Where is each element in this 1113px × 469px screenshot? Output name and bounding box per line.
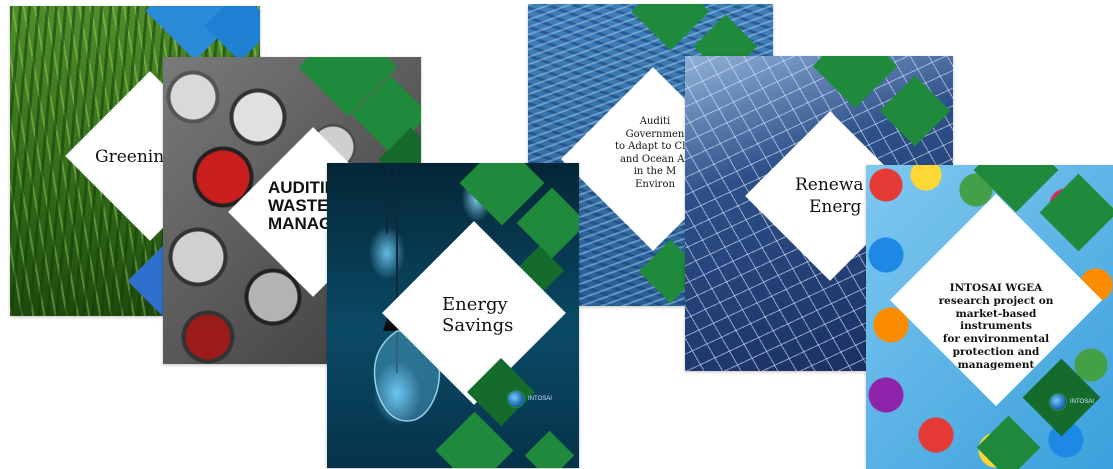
globe-icon <box>507 390 525 408</box>
title-line: and Ocean Ac <box>619 153 691 165</box>
title-line: Energy <box>442 294 508 315</box>
title-line: management <box>957 358 1035 371</box>
title-line: Governmen <box>625 128 685 140</box>
report-cover-auditing-waste[interactable]: AUDITIN WASTE MANAG <box>163 57 421 364</box>
title-line: Environ <box>635 178 675 190</box>
cover-title: Energy Savings <box>442 294 514 336</box>
intosai-logo: INTOSAI <box>1049 393 1094 411</box>
logo-text: INTOSAI <box>528 396 552 402</box>
title-line: research project on <box>938 294 1054 307</box>
title-line: Energ <box>809 197 862 218</box>
title-line: Renewa <box>795 175 864 195</box>
report-cover-energy-savings[interactable]: Energy Savings INTOSAI <box>327 163 579 468</box>
cover-title: Greenin <box>95 147 165 167</box>
title-line: AUDITIN <box>268 178 337 197</box>
title-line: WASTE <box>268 195 329 215</box>
title-line: INTOSAI WGEA <box>949 282 1043 294</box>
logo-text: INTOSAI <box>1070 399 1094 405</box>
title-line: MANAG <box>268 213 333 233</box>
cover-title: INTOSAI WGEA research project on market-… <box>926 282 1066 372</box>
title-line: Auditi <box>639 116 671 127</box>
globe-icon <box>1049 393 1067 411</box>
cover-title: Renewa Energ <box>795 174 864 218</box>
report-cover-market-based-instruments[interactable]: INTOSAI WGEA research project on market-… <box>866 165 1113 469</box>
cover-title: Auditi Governmen to Adapt to Clin and Oc… <box>600 116 710 191</box>
title-line: in the M <box>633 166 677 177</box>
title-line: Savings <box>442 314 514 336</box>
title-line: market-based instruments <box>955 307 1037 333</box>
cover-title: AUDITIN WASTE MANAG <box>268 179 337 233</box>
title-line: protection and <box>952 345 1040 358</box>
title-line: for environmental <box>942 333 1050 346</box>
title-line: to Adapt to Clin <box>614 141 696 152</box>
intosai-logo: INTOSAI <box>507 390 552 408</box>
